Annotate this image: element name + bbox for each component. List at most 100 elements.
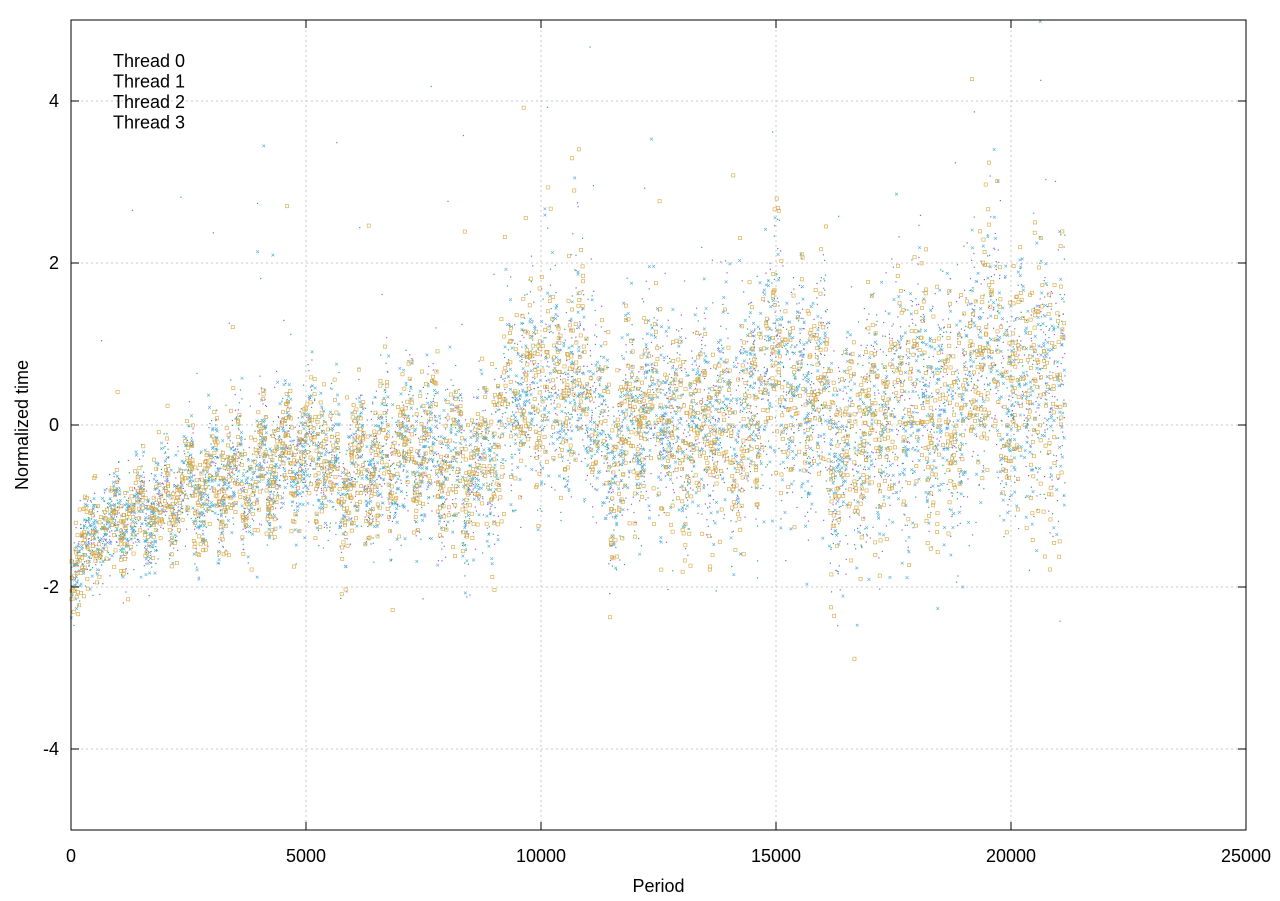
data-point — [1064, 353, 1065, 354]
data-point — [165, 465, 166, 466]
data-point — [724, 514, 725, 515]
data-point — [530, 384, 531, 385]
data-point — [1024, 415, 1025, 416]
data-point — [902, 395, 903, 396]
data-point — [680, 476, 681, 477]
data-point — [580, 427, 581, 428]
data-point — [729, 403, 730, 404]
data-point — [366, 511, 367, 512]
data-point — [831, 528, 832, 529]
data-point — [782, 319, 783, 320]
data-point — [767, 301, 768, 302]
data-point — [669, 358, 670, 359]
data-point — [761, 446, 762, 447]
data-point — [1019, 336, 1020, 337]
data-point — [571, 496, 572, 497]
data-point — [165, 515, 166, 516]
data-point — [812, 450, 813, 451]
data-point — [822, 452, 823, 453]
data-point — [773, 323, 774, 324]
data-point — [950, 332, 951, 333]
data-point — [238, 451, 239, 452]
data-point — [641, 391, 642, 392]
data-point — [704, 378, 705, 379]
data-point — [218, 538, 219, 539]
data-point — [720, 442, 721, 443]
data-point — [827, 377, 828, 378]
data-point — [329, 527, 330, 528]
data-point — [874, 392, 875, 393]
data-point — [732, 398, 733, 399]
data-point — [431, 86, 432, 87]
data-point — [909, 417, 910, 418]
data-point — [419, 444, 420, 445]
data-point — [453, 441, 454, 442]
data-point — [244, 511, 245, 512]
data-point — [938, 485, 939, 486]
data-point — [788, 391, 789, 392]
data-point — [478, 389, 479, 390]
data-point — [555, 392, 556, 393]
data-point — [710, 368, 711, 369]
data-point — [644, 371, 645, 372]
data-point — [475, 462, 476, 463]
data-point — [228, 473, 229, 474]
data-point — [930, 431, 931, 432]
data-point — [974, 267, 975, 268]
data-point — [897, 434, 898, 435]
data-point — [944, 405, 945, 406]
data-point — [892, 452, 893, 453]
data-point — [1026, 399, 1027, 400]
data-point — [258, 509, 259, 510]
data-point — [439, 422, 440, 423]
data-point — [978, 380, 979, 381]
data-point — [983, 467, 984, 468]
data-point — [379, 471, 380, 472]
data-point — [358, 476, 359, 477]
data-point — [527, 371, 528, 372]
data-point — [454, 410, 455, 411]
data-point — [223, 465, 224, 466]
data-point — [109, 575, 110, 576]
data-point — [861, 443, 862, 444]
data-point — [640, 387, 641, 388]
data-point — [199, 478, 200, 479]
data-point — [824, 438, 825, 439]
data-point — [911, 405, 912, 406]
data-point — [485, 390, 486, 391]
data-point — [512, 340, 513, 341]
data-point — [970, 357, 971, 358]
data-point — [638, 371, 639, 372]
data-point — [1025, 391, 1026, 392]
data-point — [211, 479, 212, 480]
data-point — [241, 440, 242, 441]
data-point — [619, 470, 620, 471]
data-point — [843, 390, 844, 391]
data-point — [720, 261, 721, 262]
data-point — [566, 312, 567, 313]
data-point — [988, 301, 989, 302]
data-point — [427, 374, 428, 375]
data-point — [722, 378, 723, 379]
data-point — [813, 425, 814, 426]
data-point — [231, 488, 232, 489]
data-point — [1011, 316, 1012, 317]
data-point — [987, 255, 988, 256]
data-point — [811, 381, 812, 382]
data-point — [482, 410, 483, 411]
data-point — [109, 539, 110, 540]
data-point — [589, 468, 590, 469]
data-point — [497, 535, 498, 536]
data-point — [428, 366, 429, 367]
data-point — [963, 314, 964, 315]
data-point — [498, 436, 499, 437]
data-point — [641, 398, 642, 399]
data-point — [685, 548, 686, 549]
data-point — [837, 440, 838, 441]
data-point — [545, 376, 546, 377]
data-point — [760, 443, 761, 444]
data-point — [999, 278, 1000, 279]
data-point — [1044, 296, 1045, 297]
data-point — [762, 398, 763, 399]
